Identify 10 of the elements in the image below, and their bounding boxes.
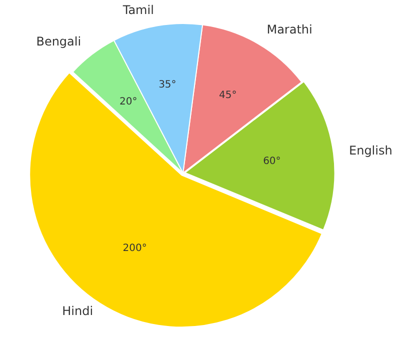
slice-label: Marathi <box>266 22 312 37</box>
slice-label: Bengali <box>36 34 82 49</box>
slice-label: Hindi <box>62 304 94 318</box>
slice-label: Tamil <box>122 3 154 18</box>
data-label: 35° <box>158 79 176 90</box>
data-label: 45° <box>218 90 237 101</box>
data-label: 20° <box>120 96 138 108</box>
slice-label: English <box>349 144 392 158</box>
data-label: 60° <box>263 156 281 167</box>
data-label: 200° <box>122 243 147 254</box>
